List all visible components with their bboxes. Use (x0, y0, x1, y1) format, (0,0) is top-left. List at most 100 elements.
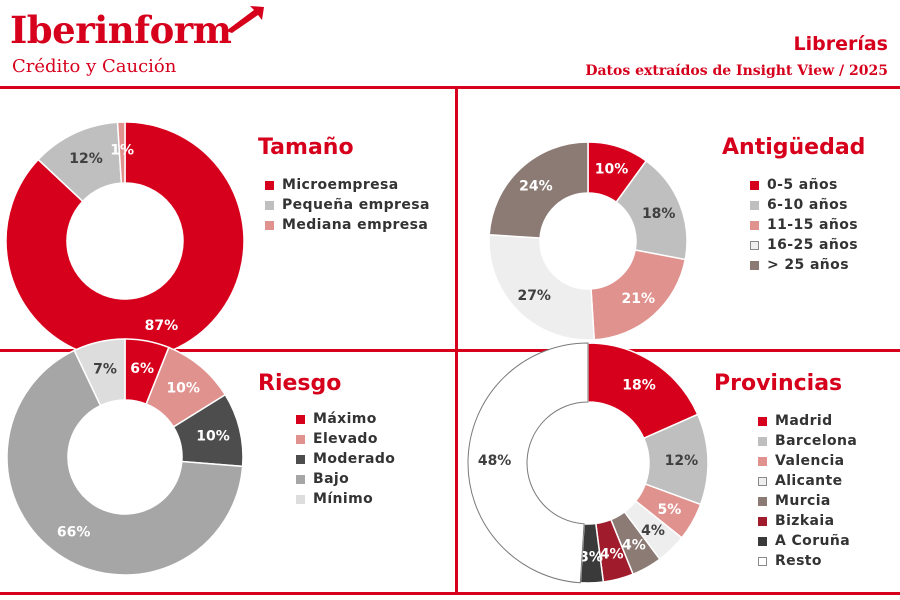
legend-item-resto: Resto (758, 551, 857, 571)
data-label-provincias-alicante: 4% (641, 523, 665, 539)
data-label-provincias-madrid: 18% (622, 378, 656, 394)
legend-item-murcia: Murcia (758, 491, 857, 511)
legend-item-moderado: Moderado (296, 449, 395, 469)
panel-title-provincias: Provincias (714, 371, 843, 396)
bottom-divider (0, 592, 900, 595)
slice-antiguedad-25-anos (488, 141, 589, 239)
panel-title-antiguedad: Antigüedad (722, 135, 866, 160)
legend-label: Máximo (313, 411, 377, 427)
legend-item-pequena-empresa: Pequeña empresa (265, 195, 430, 215)
data-label-provincias-bizkaia: 4% (600, 546, 624, 562)
slice-tamano-microempresa (5, 121, 245, 361)
legend-swatch (758, 556, 767, 566)
legend-swatch (265, 220, 274, 230)
legend-label: Bajo (313, 471, 350, 487)
panel-antiguedad: Antigüedad 10% 18% 21% 27% 24% 0-5 años 6-10 … (458, 89, 900, 349)
legend-swatch (296, 414, 305, 424)
legend-label: 16-25 años (767, 237, 859, 253)
legend-swatch (758, 416, 767, 426)
data-label-antiguedad-16-25-anos: 27% (517, 288, 551, 304)
legend-label: 0-5 años (767, 177, 838, 193)
legend-swatch (758, 456, 767, 466)
slice-antiguedad-11-15-anos (590, 249, 687, 341)
legend-swatch (265, 180, 274, 190)
legend-swatch (750, 260, 759, 270)
brand-tagline: Crédito y Caución (12, 56, 177, 77)
data-label-provincias-a-coruna: 3% (579, 549, 603, 565)
donut-chart-tamano: 87% 12% 1% (5, 121, 245, 361)
data-label-tamano-pequena-empresa: 12% (69, 151, 103, 167)
legend-antiguedad: 0-5 años 6-10 años 11-15 años 16-25 años > 2… (750, 175, 858, 275)
legend-swatch (265, 200, 274, 210)
legend-label: > 25 años (767, 257, 849, 273)
legend-label: Moderado (313, 451, 396, 467)
legend-label: Alicante (775, 473, 843, 489)
legend-label: 11-15 años (767, 217, 859, 233)
legend-item-11-15-anos: 11-15 años (750, 215, 858, 235)
legend-item-0-5-anos: 0-5 años (750, 175, 858, 195)
legend-swatch (750, 240, 759, 250)
legend-label: Bizkaia (775, 513, 835, 529)
data-label-provincias-resto: 48% (478, 453, 512, 469)
legend-swatch (296, 454, 305, 464)
legend-item-barcelona: Barcelona (758, 431, 857, 451)
legend-label: Microempresa (282, 177, 399, 193)
data-label-provincias-valencia: 5% (658, 502, 682, 518)
legend-swatch (758, 436, 767, 446)
report-header: Iberinform Crédito y Caución Librerías D… (0, 0, 900, 88)
slice-antiguedad-16-25-anos (488, 233, 596, 341)
legend-provincias: Madrid Barcelona Valencia Alicante Murcia Biz… (758, 411, 857, 571)
legend-item-microempresa: Microempresa (265, 175, 430, 195)
legend-swatch (758, 536, 767, 546)
legend-swatch (296, 434, 305, 444)
legend-label: 6-10 años (767, 197, 848, 213)
vertical-divider (455, 86, 458, 595)
legend-item-16-25-anos: 16-25 años (750, 235, 858, 255)
legend-item-a-coruna: A Coruña (758, 531, 857, 551)
data-label-provincias-barcelona: 12% (665, 453, 699, 469)
legend-item-madrid: Madrid (758, 411, 857, 431)
plane-logo-icon (226, 6, 264, 33)
legend-label: Barcelona (775, 433, 858, 449)
legend-item-alicante: Alicante (758, 471, 857, 491)
data-label-antiguedad-6-10-anos: 18% (642, 206, 676, 222)
data-label-riesgo-moderado: 10% (196, 429, 230, 445)
panel-title-riesgo: Riesgo (258, 371, 342, 396)
data-label-riesgo-maximo: 6% (130, 361, 154, 377)
slice-tamano-mediana-empresa (116, 121, 126, 184)
report-title: Librerías (793, 33, 889, 55)
legend-label: A Coruña (775, 533, 851, 549)
legend-tamano: Microempresa Pequeña empresa Mediana empre… (265, 175, 430, 235)
legend-riesgo: Máximo Elevado Moderado Bajo Mínimo (296, 409, 395, 509)
data-label-riesgo-minimo: 7% (93, 362, 117, 378)
legend-label: Mediana empresa (282, 217, 429, 233)
legend-label: Resto (775, 553, 822, 569)
legend-swatch (750, 200, 759, 210)
legend-swatch (750, 220, 759, 230)
legend-swatch (758, 496, 767, 506)
slice-riesgo-bajo (6, 349, 244, 576)
legend-swatch (296, 474, 305, 484)
donut-chart-provincias: 18%12%5%4%4%4%3%48% (467, 342, 709, 584)
panel-riesgo: Riesgo 6% 10% 10% 66% 7% Máximo Elevado Modera… (0, 338, 455, 592)
legend-swatch (296, 494, 305, 504)
legend-item-minimo: Mínimo (296, 489, 395, 509)
report-subtitle: Datos extraídos de Insight View / 2025 (585, 63, 888, 79)
data-label-antiguedad-11-15-anos: 21% (622, 291, 656, 307)
data-label-tamano-microempresa: 87% (145, 318, 179, 334)
legend-item-6-10-anos: 6-10 años (750, 195, 858, 215)
legend-label: Madrid (775, 413, 833, 429)
data-label-riesgo-bajo: 66% (57, 525, 91, 541)
panel-provincias: Provincias 18% 12% 5% 4% 4% 4% 3% 48% Madrid Bar… (458, 342, 900, 592)
legend-item-25-anos: > 25 años (750, 255, 858, 275)
data-label-provincias-murcia: 4% (622, 537, 646, 553)
data-label-riesgo-elevado: 10% (166, 381, 200, 397)
panel-tamano: Tamaño 87% 12% 1% Microempresa Pequeña empr… (0, 89, 455, 361)
slice-riesgo-minimo (73, 338, 126, 407)
legend-item-elevado: Elevado (296, 429, 395, 449)
legend-item-bizkaia: Bizkaia (758, 511, 857, 531)
legend-label: Mínimo (313, 491, 374, 507)
middle-divider (0, 349, 900, 352)
legend-swatch (758, 476, 767, 486)
panel-title-tamano: Tamaño (258, 135, 354, 160)
